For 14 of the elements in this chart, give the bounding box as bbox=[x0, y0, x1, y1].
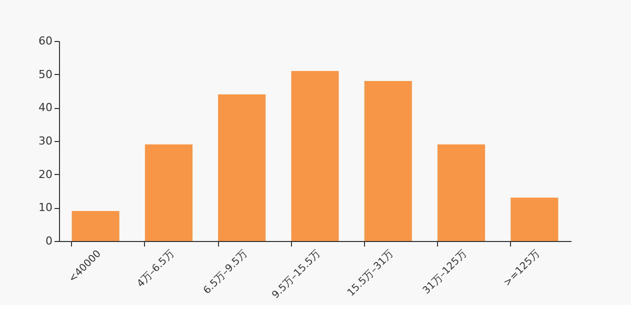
bar bbox=[438, 144, 486, 241]
y-tick-label: 0 bbox=[46, 234, 52, 248]
y-tick-label: 40 bbox=[38, 101, 52, 114]
y-tick-label: 30 bbox=[38, 134, 52, 148]
y-tick-label: 60 bbox=[38, 34, 52, 48]
y-tick-label: 20 bbox=[38, 168, 52, 181]
bar bbox=[364, 81, 412, 241]
bar bbox=[144, 144, 192, 241]
bar bbox=[72, 211, 120, 241]
y-tick-label: 10 bbox=[38, 201, 52, 214]
bar bbox=[218, 94, 266, 241]
bar bbox=[510, 198, 558, 241]
y-tick-label: 50 bbox=[38, 68, 52, 81]
bar bbox=[291, 71, 339, 241]
